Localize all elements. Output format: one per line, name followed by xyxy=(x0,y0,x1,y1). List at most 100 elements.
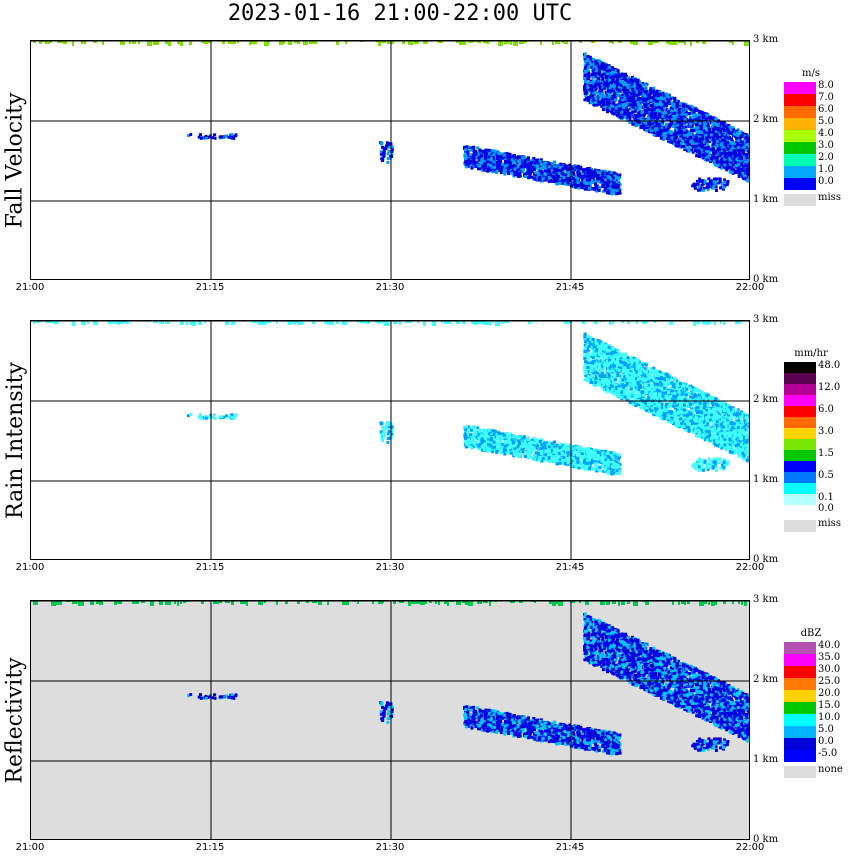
echo-pixel xyxy=(673,111,677,115)
echo-pixel xyxy=(591,94,595,98)
echo-pixel xyxy=(481,150,485,154)
echo-pixel xyxy=(690,129,693,132)
echo-pixel xyxy=(644,105,648,108)
echo-pixel xyxy=(630,111,634,115)
echo-pixel xyxy=(693,120,697,124)
echo-pixel xyxy=(710,154,714,158)
echo-pixel xyxy=(589,65,593,69)
echo-pixel xyxy=(615,181,619,185)
echo-pixel xyxy=(476,146,480,150)
plot-area-velocity xyxy=(30,40,750,280)
echo-pixel xyxy=(641,87,645,91)
echo-pixel xyxy=(724,152,727,156)
noise-band-pixel xyxy=(153,41,157,45)
echo-pixel xyxy=(720,143,723,146)
echo-pixel xyxy=(486,159,490,163)
echo-pixel xyxy=(737,170,741,174)
echo-pixel xyxy=(695,180,699,183)
echo-pixel xyxy=(726,130,730,134)
echo-pixel xyxy=(728,127,732,131)
echo-pixel xyxy=(514,171,518,175)
legend-swatch-missing xyxy=(784,194,816,206)
echo-pixel xyxy=(521,156,525,160)
noise-band-pixel xyxy=(729,41,734,43)
echo-pixel xyxy=(509,171,513,175)
echo-pixel xyxy=(664,124,668,128)
echo-pixel xyxy=(714,122,718,126)
echo-pixel xyxy=(732,150,736,154)
noise-band-pixel xyxy=(384,321,389,326)
echo-pixel xyxy=(565,164,569,168)
echo-pixel xyxy=(666,128,670,132)
echo-pixel xyxy=(531,165,535,169)
echo-pixel xyxy=(614,71,618,75)
echo-pixel xyxy=(592,82,596,86)
echo-pixel xyxy=(482,160,486,164)
echo-pixel xyxy=(626,111,630,115)
echo-pixel xyxy=(673,118,677,122)
echo-pixel xyxy=(632,95,636,99)
echo-pixel xyxy=(727,136,731,140)
echo-pixel xyxy=(678,133,682,137)
echo-pixel xyxy=(474,160,478,164)
noise-band-pixel xyxy=(330,321,334,325)
noise-band-pixel xyxy=(93,41,97,43)
echo-pixel xyxy=(696,182,700,186)
echo-pixel xyxy=(691,106,695,110)
echo-pixel xyxy=(734,164,738,168)
echo-pixel xyxy=(593,103,597,107)
echo-pixel xyxy=(644,90,648,94)
echo-pixel xyxy=(685,145,689,149)
echo-pixel xyxy=(594,97,598,101)
echo-pixel xyxy=(519,169,523,173)
echo-pixel xyxy=(516,164,520,168)
echo-pixel xyxy=(667,134,671,138)
echo-pixel xyxy=(487,148,491,152)
echo-pixel xyxy=(695,117,699,121)
echo-pixel xyxy=(514,173,518,177)
echo-pixel xyxy=(676,131,680,135)
echo-pixel xyxy=(729,163,733,167)
noise-band-pixel xyxy=(678,41,681,43)
echo-pixel xyxy=(611,176,615,180)
noise-band-pixel xyxy=(360,321,365,323)
echo-pixel xyxy=(623,108,627,112)
noise-band-pixel xyxy=(390,41,394,44)
echo-pixel xyxy=(482,165,486,169)
echo-pixel xyxy=(589,95,593,99)
echo-pixel xyxy=(588,172,592,176)
echo-pixel xyxy=(611,88,615,92)
echo-pixel xyxy=(625,102,629,105)
echo-pixel xyxy=(692,129,696,133)
echo-pixel xyxy=(647,103,650,107)
noise-band-pixel xyxy=(504,41,509,44)
echo-pixel xyxy=(694,123,698,127)
echo-pixel xyxy=(661,114,665,118)
echo-pixel xyxy=(670,130,673,134)
echo-pixel xyxy=(604,83,608,87)
echo-pixel xyxy=(655,133,659,137)
echo-pixel xyxy=(677,124,681,128)
echo-pixel xyxy=(585,178,589,182)
echo-pixel xyxy=(634,103,638,107)
echo-pixel xyxy=(609,72,613,76)
echo-pixel xyxy=(484,148,488,152)
echo-pixel xyxy=(654,120,658,124)
echo-pixel xyxy=(620,107,624,111)
echo-pixel xyxy=(660,123,664,127)
echo-pixel xyxy=(381,439,385,442)
echo-pixel xyxy=(638,114,642,117)
echo-pixel xyxy=(742,150,746,154)
echo-pixel xyxy=(580,172,584,175)
noise-band-pixel xyxy=(378,41,381,46)
echo-pixel xyxy=(631,122,635,126)
echo-pixel xyxy=(576,178,580,182)
echo-pixel xyxy=(697,139,701,143)
echo-pixel xyxy=(199,133,202,137)
echo-pixel xyxy=(595,189,599,193)
echo-pixel xyxy=(723,166,727,169)
noise-band-pixel xyxy=(282,41,285,44)
noise-band-pixel xyxy=(120,321,123,324)
noise-band-pixel xyxy=(642,321,647,324)
echo-pixel xyxy=(687,112,691,115)
